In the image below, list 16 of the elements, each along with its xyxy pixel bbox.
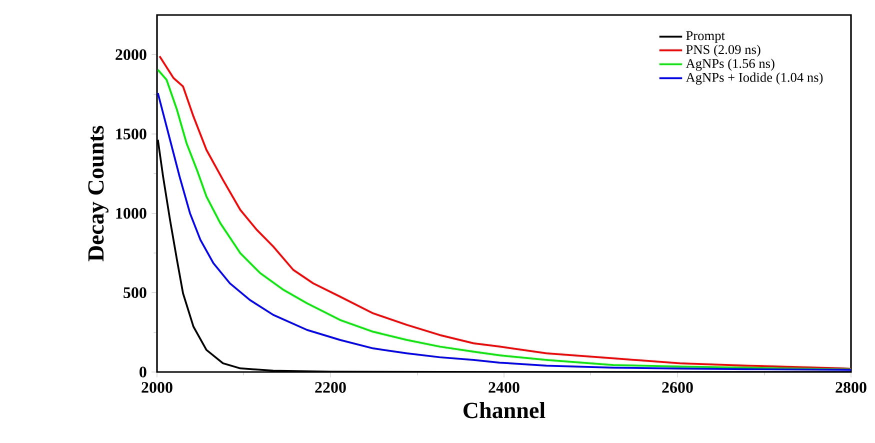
legend-label: AgNPs + Iodide (1.04 ns) <box>686 72 823 85</box>
legend-label: AgNPs (1.56 ns) <box>686 58 774 71</box>
y-tick-label: 2000 <box>116 49 146 60</box>
x-tick-label: 2600 <box>662 382 693 393</box>
y-tick-label: 1500 <box>116 128 146 140</box>
y-tick-label: 500 <box>124 287 146 298</box>
x-axis-title: Channel <box>464 402 546 418</box>
x-tick-label: 2000 <box>142 382 172 393</box>
y-tick-label: 0 <box>140 366 146 378</box>
y-axis-title: Decay Counts <box>88 126 108 262</box>
legend-label: PNS (2.09 ns) <box>686 44 760 57</box>
legend-label: Prompt <box>686 31 725 43</box>
x-tick-label: 2400 <box>488 382 520 393</box>
x-tick-label: 2200 <box>315 382 346 393</box>
y-tick-label: 1000 <box>116 208 146 219</box>
x-tick-label: 2800 <box>836 382 866 393</box>
